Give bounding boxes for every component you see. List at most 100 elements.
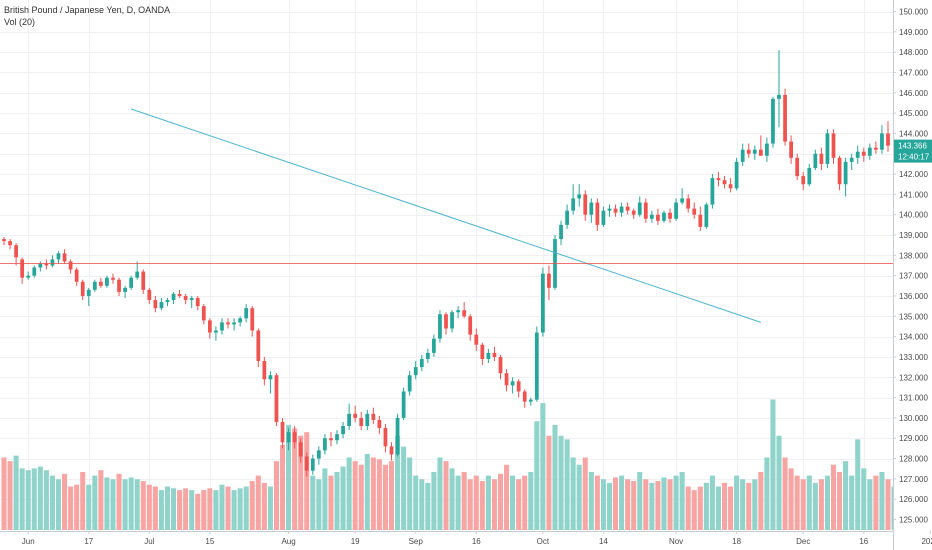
volume-bar (237, 488, 243, 530)
volume-bar (734, 475, 740, 530)
candle-body (480, 344, 485, 359)
candle-body (310, 458, 315, 471)
price-tick-label: 145.000 (899, 109, 928, 118)
volume-bar (746, 482, 752, 530)
volume-bar (134, 479, 140, 530)
candle-body (510, 381, 515, 386)
candle-body (444, 314, 448, 329)
candle-body (8, 241, 12, 246)
volume-bars (1, 399, 897, 530)
volume-bar (867, 479, 873, 530)
candle-body (56, 253, 61, 260)
candle-body (468, 316, 473, 335)
volume-bar (782, 457, 788, 530)
volume-bar (358, 464, 364, 530)
price-tick-label: 137.000 (899, 272, 928, 281)
price-tick-label: 134.000 (899, 333, 928, 342)
candle-body (62, 253, 67, 262)
candle-body (171, 293, 176, 301)
volume-bar (171, 488, 177, 530)
candle-body (595, 202, 600, 225)
candle-body (855, 151, 860, 158)
price-axis-background (893, 0, 932, 550)
candle-body (68, 261, 73, 270)
volume-indicator-label[interactable]: Vol (20) (4, 17, 36, 27)
volume-bar (431, 472, 437, 530)
candle-body (746, 149, 751, 154)
candle-body (450, 312, 454, 329)
volume-bar (122, 479, 128, 530)
volume-bar (158, 490, 164, 530)
candle-body (207, 320, 212, 333)
volume-bar (231, 490, 237, 530)
volume-bar (837, 472, 843, 530)
candle-body (668, 212, 672, 219)
time-tick-label: Jul (144, 537, 154, 546)
volume-bar (685, 486, 691, 530)
candle-body (80, 281, 85, 296)
candle-body (286, 432, 291, 443)
candle-body (341, 426, 345, 435)
candle-body (692, 208, 697, 215)
price-tick-label: 147.000 (899, 68, 928, 77)
volume-bar (818, 479, 824, 530)
candle-body (438, 314, 442, 339)
candle-body (540, 273, 545, 333)
candle-body (347, 413, 352, 427)
candle-body (195, 298, 200, 307)
volume-bar (516, 479, 522, 530)
candle-body (389, 446, 394, 455)
candle-body (486, 352, 491, 359)
candle-body (819, 153, 824, 164)
candle-body (147, 289, 152, 301)
volume-bar (255, 475, 261, 530)
candle-body (601, 210, 606, 225)
volume-bar (667, 479, 673, 530)
volume-bar (715, 486, 721, 530)
candle-body (740, 149, 745, 162)
candle-body (316, 450, 321, 459)
candle-body (244, 308, 249, 319)
candle-body (795, 157, 800, 177)
volume-bar (407, 457, 413, 530)
price-tick-label: 140.000 (899, 211, 928, 220)
volume-bar (146, 484, 152, 530)
price-tick-label: 141.000 (899, 190, 928, 199)
symbol-title[interactable]: British Pound / Japanese Yen, D, OANDA (4, 5, 171, 15)
volume-bar (625, 479, 631, 530)
volume-bar (49, 475, 55, 530)
candle-body (813, 153, 818, 168)
time-axis[interactable]: Jun17Jul15Aug19Sep16Oct14Nov18Dec1620202… (0, 531, 932, 550)
candle-body (734, 161, 739, 189)
candle-body (577, 194, 582, 199)
time-tick-label: 2020 (921, 537, 932, 546)
candle-body (686, 198, 691, 209)
candle-body (123, 287, 127, 292)
volume-bar (376, 459, 382, 530)
price-axis[interactable]: 125.000 126.000 127.000 128.000 129.000 130.0… (893, 0, 932, 550)
candle-body (752, 149, 757, 154)
candle-body (395, 417, 400, 455)
candle-body (432, 338, 436, 353)
last-price-tag-background (894, 139, 932, 163)
candle-body (565, 210, 569, 225)
candle-body (425, 352, 430, 359)
candle-body (165, 300, 170, 303)
candle-body (353, 413, 358, 418)
candle-body (837, 157, 842, 185)
drawings[interactable] (0, 108, 893, 323)
price-tick-label: 149.000 (899, 28, 928, 37)
volume-bar (473, 475, 479, 530)
volume-bar (740, 479, 746, 530)
candle-body (789, 141, 794, 158)
candle-body (462, 310, 467, 317)
candle-body (680, 198, 685, 203)
chart-legend: British Pound / Japanese Yen, D, OANDA V… (4, 4, 170, 28)
candle-body (401, 391, 406, 418)
volume-bar (728, 486, 734, 530)
volume-bar (322, 468, 328, 530)
volume-bar (219, 484, 225, 530)
candle-body (710, 178, 715, 205)
candle-body (419, 358, 424, 368)
